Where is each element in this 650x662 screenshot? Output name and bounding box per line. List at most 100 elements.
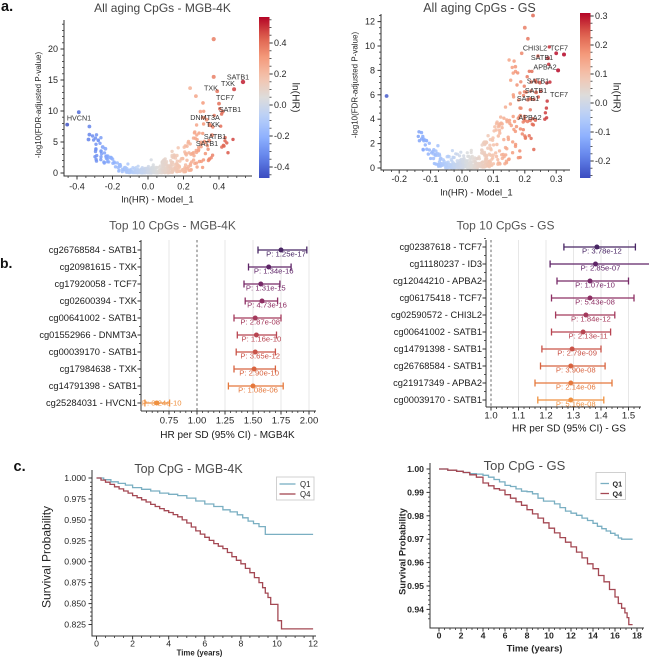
svg-text:0.99: 0.99 [407,487,424,497]
svg-text:SATB1: SATB1 [531,53,553,62]
svg-text:APBA2: APBA2 [518,113,541,122]
svg-text:cg00641002 - SATB1: cg00641002 - SATB1 [394,327,482,337]
svg-text:cg11180237 - ID3: cg11180237 - ID3 [409,259,482,269]
svg-text:-0.4: -0.4 [274,162,290,172]
svg-text:-0.2: -0.2 [391,174,407,184]
svg-text:cg21917349 - APBA2: cg21917349 - APBA2 [393,378,482,388]
svg-text:10: 10 [365,41,375,51]
svg-text:0.96: 0.96 [407,558,424,568]
svg-text:0.1: 0.1 [487,174,500,184]
svg-text:0.0: 0.0 [142,182,155,192]
svg-text:P: 1.16e-10: P: 1.16e-10 [242,335,282,344]
svg-text:0.4: 0.4 [274,38,287,48]
svg-text:P: 1.25e-17: P: 1.25e-17 [266,250,306,259]
svg-text:10: 10 [544,631,554,641]
svg-text:cg02600394 - TXK: cg02600394 - TXK [60,296,138,306]
svg-text:0: 0 [53,168,58,178]
svg-text:cg25284031 - HVCN1: cg25284031 - HVCN1 [46,398,137,408]
svg-text:cg02590572 - CHI3L2: cg02590572 - CHI3L2 [391,310,482,320]
svg-text:-0.1: -0.1 [423,174,439,184]
svg-text:P: 2.90e-10: P: 2.90e-10 [239,369,279,378]
svg-text:P: 1.34e-16: P: 1.34e-16 [254,267,294,276]
svg-text:10: 10 [48,106,58,116]
svg-text:P: 1.84e-12: P: 1.84e-12 [571,315,611,324]
svg-text:0.4: 0.4 [213,182,226,192]
svg-text:6: 6 [370,90,375,100]
svg-text:ln(HR) - Model_1: ln(HR) - Model_1 [121,195,193,206]
svg-text:2: 2 [370,139,375,149]
svg-text:SATB1: SATB1 [204,132,226,141]
svg-text:cg14791398 - SATB1: cg14791398 - SATB1 [394,344,482,354]
svg-text:0.3: 0.3 [595,11,608,21]
svg-text:18: 18 [632,631,642,641]
svg-text:4: 4 [481,631,486,641]
svg-text:Survival Probability: Survival Probability [398,507,408,595]
svg-text:P: 2.79e-09: P: 2.79e-09 [557,349,597,358]
svg-text:0.95: 0.95 [407,581,424,591]
svg-text:12: 12 [566,631,576,641]
svg-text:0.875: 0.875 [64,578,86,588]
svg-text:cg20981615 - TXK: cg20981615 - TXK [60,262,138,272]
svg-text:cg26768584 - SATB1: cg26768584 - SATB1 [49,245,137,255]
svg-text:Top CpG - GS: Top CpG - GS [484,458,566,473]
svg-text:P: 2.14e-06: P: 2.14e-06 [556,383,596,392]
svg-text:1.000: 1.000 [64,473,86,483]
svg-text:0.2: 0.2 [595,40,608,50]
svg-text:4: 4 [370,114,375,124]
svg-text:SATB1: SATB1 [227,73,249,82]
svg-text:TXK: TXK [204,84,218,93]
svg-text:-0.2: -0.2 [105,182,121,192]
svg-text:1.1: 1.1 [512,410,525,421]
svg-text:SATB1: SATB1 [196,139,218,148]
svg-text:8: 8 [525,631,530,641]
svg-text:0.2: 0.2 [519,174,532,184]
svg-text:cg01552966 - DNMT3A: cg01552966 - DNMT3A [39,330,137,340]
svg-text:2: 2 [459,631,464,641]
svg-text:cg00039170 - SATB1: cg00039170 - SATB1 [394,395,482,405]
svg-text:TXK: TXK [206,120,220,129]
svg-text:P: 2.85e-07: P: 2.85e-07 [581,264,621,273]
svg-text:HVCN1: HVCN1 [67,114,91,123]
svg-text:SATB1: SATB1 [527,77,549,86]
svg-text:cg17984638 - TXK: cg17984638 - TXK [60,364,138,374]
svg-text:P: 3.90e-08: P: 3.90e-08 [556,366,596,375]
svg-text:P: 3.78e-12: P: 3.78e-12 [582,247,622,256]
svg-text:cg12044210 - APBA2: cg12044210 - APBA2 [393,276,482,286]
svg-text:6: 6 [202,639,207,649]
svg-text:Top 10 CpGs - MGB-4K: Top 10 CpGs - MGB-4K [109,219,236,233]
svg-text:2: 2 [130,639,135,649]
svg-text:-log10(FDR-adjusted P-value): -log10(FDR-adjusted P-value) [351,32,360,139]
svg-text:12: 12 [308,639,318,649]
svg-text:cg14791398 - SATB1: cg14791398 - SATB1 [49,381,137,391]
svg-text:0.0: 0.0 [456,174,469,184]
svg-text:P: 5.16e-08: P: 5.16e-08 [556,400,596,409]
svg-text:SATB1: SATB1 [219,105,241,114]
svg-text:Time (years): Time (years) [507,644,563,655]
svg-text:P: 2.13e-11: P: 2.13e-11 [569,332,608,341]
svg-text:1.50: 1.50 [244,415,263,426]
svg-text:HR per SD (95% CI) - MGB4K: HR per SD (95% CI) - MGB4K [160,430,295,441]
svg-text:-0.2: -0.2 [274,131,290,141]
svg-text:0: 0 [94,639,99,649]
svg-text:0.900: 0.900 [64,557,86,567]
svg-text:0: 0 [370,163,375,173]
svg-text:P: 3.65e-12: P: 3.65e-12 [240,352,280,361]
svg-text:P: 5.43e-08: P: 5.43e-08 [575,298,615,307]
svg-text:-0.4: -0.4 [69,182,85,192]
svg-text:0.98: 0.98 [407,511,424,521]
svg-text:All aging CpGs - GS: All aging CpGs - GS [423,1,536,15]
svg-text:TCF7: TCF7 [550,44,568,53]
svg-text:0.950: 0.950 [64,515,86,525]
svg-text:Top CpG - MGB-4K: Top CpG - MGB-4K [134,462,243,476]
svg-text:Time (years): Time (years) [177,649,223,658]
svg-text:0.925: 0.925 [64,536,86,546]
svg-text:0.850: 0.850 [64,599,86,609]
svg-text:cg26768584 - SATB1: cg26768584 - SATB1 [394,361,482,371]
svg-text:1.4: 1.4 [594,410,607,421]
svg-text:cg06175418 - TCF7: cg06175418 - TCF7 [399,293,482,303]
svg-text:Survival Probability: Survival Probability [40,506,54,608]
svg-text:Top 10 CpGs - GS: Top 10 CpGs - GS [456,219,554,233]
svg-text:8: 8 [370,65,375,75]
svg-text:1.0: 1.0 [484,410,497,421]
svg-text:P: 3.24e-10: P: 3.24e-10 [142,399,182,408]
